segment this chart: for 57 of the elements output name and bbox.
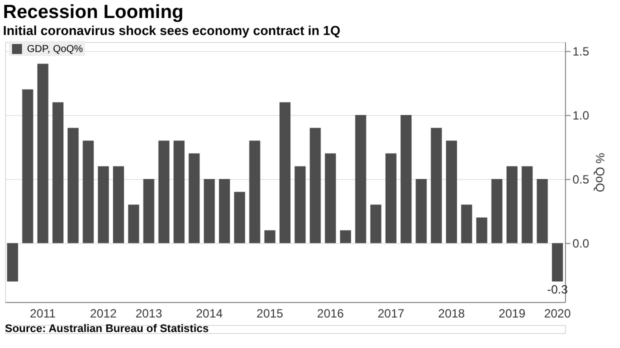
- y-tick-label: 1.0: [572, 108, 590, 123]
- x-tick-label: 2016: [317, 306, 344, 320]
- bar: [536, 179, 548, 244]
- bar: [22, 89, 34, 244]
- bar: [310, 128, 321, 244]
- bar: [324, 153, 336, 244]
- bar: [552, 243, 563, 282]
- bar: [218, 179, 230, 244]
- x-tick-label: 2012: [90, 306, 118, 320]
- bar: [416, 179, 427, 244]
- y-axis-title: % QoQ: [593, 152, 608, 192]
- bar: [340, 230, 352, 244]
- bar: [385, 153, 396, 244]
- bar: [174, 140, 185, 244]
- bar: [98, 166, 109, 244]
- bar: [234, 192, 246, 244]
- bar: [52, 102, 64, 244]
- bar: [113, 166, 124, 244]
- x-tick-label: 2014: [196, 306, 223, 320]
- y-tick-label: 1.5: [572, 44, 590, 58]
- bar: [68, 128, 79, 244]
- x-tick-label: 2017: [378, 306, 405, 320]
- x-tick-label: 2015: [256, 306, 284, 320]
- source-note: Source: Australian Bureau of Statistics: [5, 323, 209, 335]
- bar: [491, 179, 502, 244]
- bar: [188, 153, 200, 244]
- x-tick-label: 2018: [438, 306, 466, 320]
- data-label: -0.3: [547, 282, 568, 297]
- bar: [128, 204, 140, 244]
- bar: [506, 166, 518, 244]
- bar: [158, 140, 170, 244]
- bar: [7, 243, 18, 282]
- bar: [461, 204, 472, 244]
- x-tick-label: 2019: [498, 306, 526, 320]
- bar: [400, 115, 412, 244]
- x-tick-label: 2013: [135, 306, 162, 320]
- bar: [370, 204, 382, 244]
- y-tick-label: 0.5: [572, 172, 590, 187]
- x-tick-label: 2011: [30, 306, 56, 320]
- bar: [476, 217, 488, 244]
- x-tick-label: 2020: [544, 306, 572, 320]
- bar: [264, 230, 276, 244]
- bar: [37, 64, 48, 244]
- bar: [355, 115, 366, 244]
- bar: [280, 102, 290, 244]
- bar: [522, 166, 533, 244]
- bar: [249, 140, 260, 244]
- legend-label: GDP, QoQ%: [27, 44, 84, 55]
- chart-title: Recession Looming: [3, 2, 184, 23]
- bar: [204, 179, 215, 244]
- y-tick-label: 0.0: [572, 236, 590, 251]
- bar: [294, 166, 306, 244]
- chart-subtitle: Initial coronavirus shock sees economy contract in 1Q: [3, 23, 340, 38]
- bar: [430, 128, 442, 244]
- bar: [143, 179, 154, 244]
- bar: [446, 140, 457, 244]
- bar: [82, 140, 94, 244]
